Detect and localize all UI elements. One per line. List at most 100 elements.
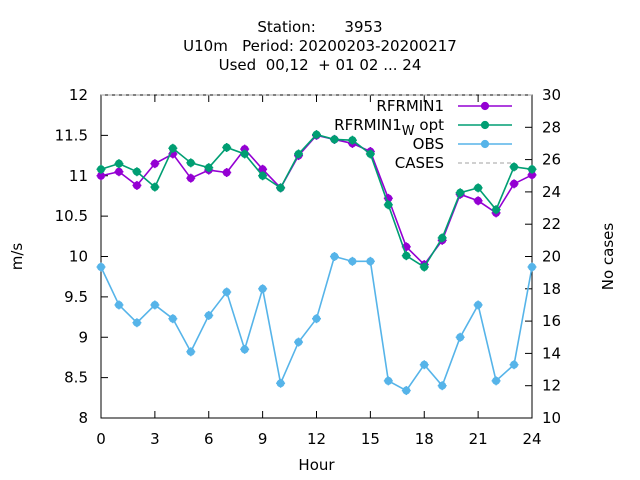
title-line: Used 00,12 + 01 02 ... 24 bbox=[219, 56, 422, 74]
data-point bbox=[240, 344, 250, 354]
data-point bbox=[347, 135, 357, 145]
x-tick-label: 3 bbox=[150, 430, 160, 448]
y-tick-label: 12 bbox=[69, 86, 88, 104]
legend-label: CASES bbox=[395, 154, 444, 172]
data-point bbox=[186, 158, 196, 168]
data-point bbox=[150, 159, 160, 169]
data-point bbox=[419, 262, 429, 272]
data-point bbox=[258, 284, 268, 294]
data-point bbox=[114, 300, 124, 310]
data-point bbox=[204, 163, 214, 173]
legend-label: RFRMIN1W opt bbox=[334, 116, 444, 139]
legend-label: RFRMIN1 bbox=[376, 97, 444, 115]
y2-tick-label: 26 bbox=[542, 151, 561, 169]
series-lines bbox=[96, 94, 537, 396]
y2-tick-label: 28 bbox=[542, 118, 561, 136]
data-point bbox=[150, 300, 160, 310]
data-point bbox=[437, 381, 447, 391]
data-point bbox=[347, 256, 357, 266]
x-tick-label: 9 bbox=[258, 430, 268, 448]
data-point bbox=[132, 180, 142, 190]
x-tick-label: 18 bbox=[415, 430, 434, 448]
series-line bbox=[100, 134, 533, 266]
data-point bbox=[96, 262, 106, 272]
data-point bbox=[276, 183, 286, 193]
y-tick-label: 9 bbox=[78, 328, 88, 346]
data-point bbox=[168, 143, 178, 153]
y-tick-label: 8 bbox=[78, 409, 88, 427]
y-tick-label: 8.5 bbox=[64, 369, 88, 387]
data-point bbox=[204, 310, 214, 320]
data-point bbox=[312, 130, 321, 140]
x-tick-label: 0 bbox=[96, 430, 106, 448]
series-line bbox=[100, 133, 533, 269]
data-point bbox=[132, 318, 142, 328]
y-axis-label: m/s bbox=[8, 243, 26, 271]
data-point bbox=[527, 164, 537, 174]
data-point bbox=[294, 149, 304, 159]
data-point bbox=[258, 171, 268, 181]
y2-tick-label: 18 bbox=[542, 280, 561, 298]
data-point bbox=[150, 182, 160, 192]
data-point bbox=[222, 142, 232, 152]
data-point bbox=[491, 376, 501, 386]
data-point bbox=[96, 164, 106, 174]
data-point bbox=[222, 287, 232, 297]
series-line bbox=[100, 255, 533, 392]
y2-tick-label: 24 bbox=[542, 183, 561, 201]
y2-tick-label: 20 bbox=[542, 248, 561, 266]
y-tick-label: 11.5 bbox=[55, 126, 88, 144]
y-tick-label: 11 bbox=[69, 167, 88, 185]
y2-tick-label: 14 bbox=[542, 344, 561, 362]
data-point bbox=[401, 386, 411, 396]
data-point bbox=[294, 337, 304, 347]
data-point bbox=[312, 314, 321, 324]
data-point bbox=[365, 256, 375, 266]
data-point bbox=[276, 378, 286, 388]
axis-ticks: 0 3 6 9 12 15 18 21 24 8 8.5 9 9.5 10 10.5 11 11.5 12 10 12… bbox=[55, 86, 562, 448]
data-point bbox=[168, 314, 178, 324]
data-point bbox=[437, 233, 447, 243]
data-point bbox=[473, 196, 483, 206]
data-point bbox=[365, 149, 375, 159]
data-point bbox=[491, 205, 501, 215]
data-point bbox=[329, 252, 339, 261]
y2-axis-label: No cases bbox=[599, 223, 617, 291]
data-point bbox=[473, 300, 483, 310]
data-point bbox=[527, 262, 537, 272]
data-point bbox=[240, 149, 250, 159]
data-point bbox=[186, 347, 196, 357]
data-point bbox=[186, 173, 196, 183]
data-point bbox=[455, 188, 465, 198]
data-point bbox=[222, 168, 232, 178]
x-tick-label: 6 bbox=[204, 430, 214, 448]
legend-marker bbox=[480, 101, 490, 111]
data-point bbox=[455, 332, 465, 342]
title-line: Station: 3953 bbox=[257, 18, 382, 36]
x-tick-label: 15 bbox=[361, 430, 380, 448]
x-tick-label: 24 bbox=[522, 430, 541, 448]
y-tick-label: 9.5 bbox=[64, 288, 88, 306]
y2-tick-label: 30 bbox=[542, 86, 561, 104]
legend-marker bbox=[480, 120, 490, 130]
data-point bbox=[401, 251, 411, 261]
x-tick-label: 21 bbox=[469, 430, 488, 448]
data-point bbox=[383, 376, 393, 386]
data-point bbox=[114, 167, 124, 177]
data-point bbox=[473, 183, 483, 193]
data-point bbox=[383, 200, 393, 210]
y-tick-label: 10 bbox=[69, 248, 88, 266]
legend-label: OBS bbox=[413, 135, 444, 153]
data-point bbox=[114, 159, 124, 169]
y2-tick-label: 10 bbox=[542, 409, 561, 427]
legend-marker bbox=[480, 139, 490, 149]
x-tick-label: 12 bbox=[307, 430, 326, 448]
x-axis-label: Hour bbox=[298, 456, 335, 474]
data-point bbox=[132, 167, 142, 177]
data-point bbox=[509, 179, 519, 189]
data-point bbox=[419, 360, 429, 370]
y2-tick-label: 12 bbox=[542, 377, 561, 395]
